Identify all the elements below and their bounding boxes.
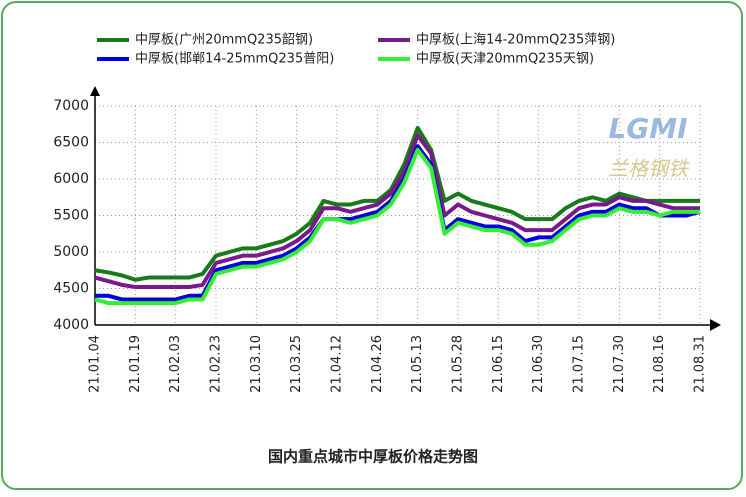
legend-label: 中厚板(广州20mmQ235韶钢): [135, 32, 313, 48]
y-tick-label: 6500: [53, 135, 89, 151]
y-arrow: [90, 86, 100, 96]
x-tick-label: 21.07.30: [612, 335, 627, 393]
y-tick-label: 7000: [53, 98, 89, 114]
x-tick-label: 21.03.25: [289, 335, 304, 393]
x-tick-label: 21.08.16: [652, 335, 667, 393]
x-tick-label: 21.06.30: [531, 335, 546, 393]
logo: LGMI: [608, 112, 687, 145]
x-tick-label: 21.05.13: [410, 335, 425, 393]
x-tick-label: 21.04.12: [330, 335, 345, 393]
x-tick-label: 21.08.31: [693, 335, 708, 393]
legend-label: 中厚板(上海14-20mmQ235萍钢): [416, 33, 615, 48]
x-tick-label: 21.02.03: [168, 335, 183, 393]
y-tick-label: 6000: [53, 171, 89, 187]
panel: [1, 1, 743, 490]
legend-label: 中厚板(天津20mmQ235天钢): [416, 52, 594, 67]
x-tick-label: 21.01.04: [88, 335, 103, 393]
x-tick-label: 21.05.28: [451, 335, 466, 393]
chart-title: 国内重点城市中厚板价格走势图: [268, 448, 478, 466]
y-tick-label: 4000: [53, 317, 89, 333]
logo-caption: 兰格钢铁: [608, 157, 690, 181]
x-tick-label: 21.03.10: [249, 335, 264, 393]
x-tick-label: 21.07.15: [572, 335, 587, 393]
series-line: [94, 147, 700, 306]
x-tick-label: 21.06.15: [491, 335, 506, 393]
series-line: [94, 133, 700, 290]
x-tick-label: 21.04.26: [370, 335, 385, 393]
y-tick-label: 5000: [53, 244, 89, 260]
x-tick-label: 21.01.19: [128, 335, 143, 393]
x-arrow: [710, 319, 721, 331]
y-tick-label: 4500: [53, 281, 89, 297]
y-tick-label: 5500: [53, 208, 89, 224]
legend-label: 中厚板(邯郸14-25mmQ235普阳): [135, 52, 334, 67]
series-line: [94, 125, 700, 282]
x-tick-label: 21.02.23: [209, 335, 224, 393]
